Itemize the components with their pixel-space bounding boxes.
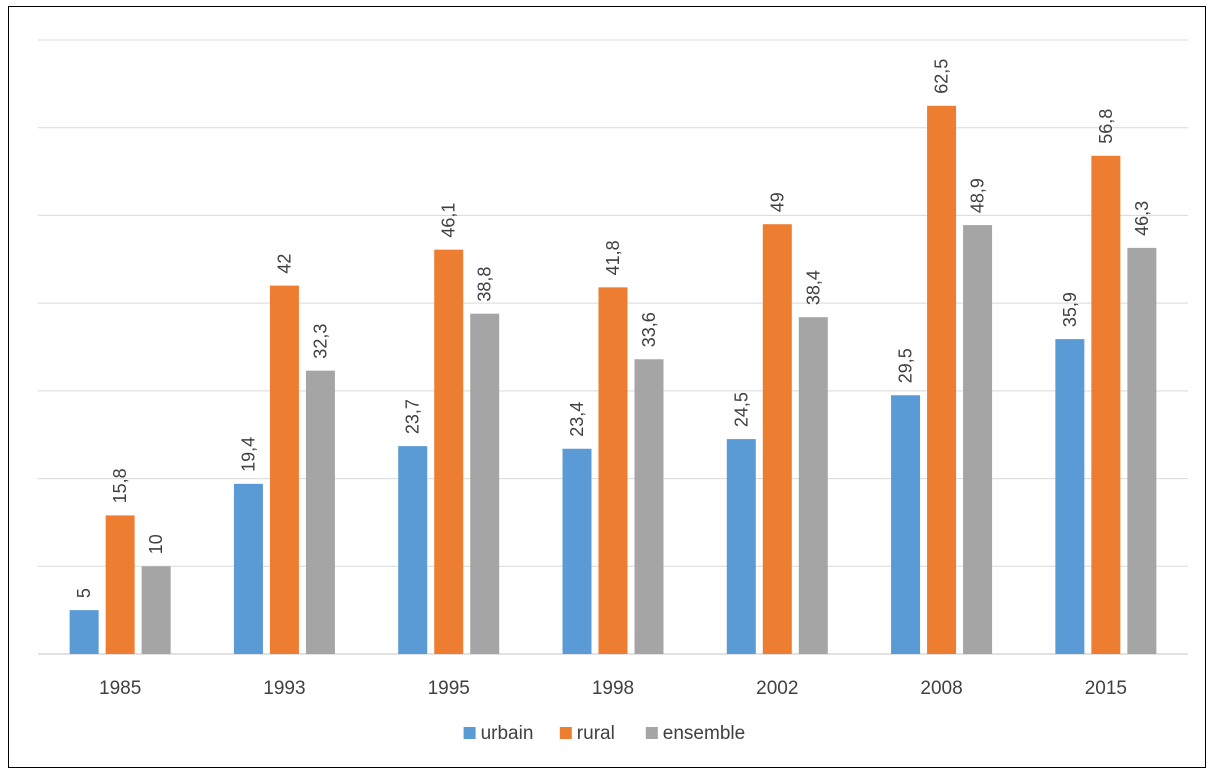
bar-urbain-2015 — [1055, 339, 1085, 654]
legend-label-urbain: urbain — [481, 723, 534, 744]
legend-label-ensemble: ensemble — [663, 723, 745, 744]
bar-rural-1998 — [598, 287, 628, 654]
bar-ensemble-2002 — [798, 317, 828, 654]
bar-rural-1995 — [434, 249, 464, 654]
x-tick-label: 1995 — [428, 678, 470, 699]
bar-ensemble-1995 — [470, 313, 500, 654]
x-tick-label: 2002 — [756, 678, 798, 699]
x-tick-label: 1985 — [99, 678, 141, 699]
data-label: 56,8 — [1096, 109, 1116, 144]
data-label: 35,9 — [1060, 292, 1080, 327]
data-label: 29,5 — [896, 348, 916, 383]
data-label: 24,5 — [731, 392, 751, 427]
bar-ensemble-1985 — [141, 566, 171, 654]
bar-ensemble-2008 — [963, 225, 993, 654]
bar-ensemble-1993 — [305, 370, 335, 654]
data-label: 5 — [74, 588, 94, 598]
legend-swatch-ensemble — [645, 727, 658, 739]
bar-rural-1985 — [105, 515, 135, 654]
bar-urbain-1998 — [562, 448, 592, 654]
data-label: 46,1 — [439, 203, 459, 238]
data-label: 49 — [767, 192, 787, 212]
data-label: 10 — [146, 534, 166, 554]
data-label: 19,4 — [238, 437, 258, 472]
legend-swatch-rural — [559, 727, 572, 739]
bar-rural-2002 — [762, 224, 792, 654]
bar-rural-2015 — [1091, 155, 1121, 655]
bar-urbain-1995 — [398, 446, 428, 654]
bar-urbain-2002 — [726, 439, 756, 654]
data-label: 15,8 — [110, 468, 130, 503]
x-tick-label: 2015 — [1085, 678, 1127, 699]
data-label: 38,4 — [803, 270, 823, 305]
x-tick-label: 1993 — [263, 678, 305, 699]
data-label: 62,5 — [932, 59, 952, 94]
bar-ensemble-2015 — [1127, 247, 1157, 654]
data-label: 41,8 — [603, 240, 623, 275]
data-label: 33,6 — [639, 312, 659, 347]
data-label: 23,4 — [567, 402, 587, 437]
bar-ensemble-1998 — [634, 359, 664, 654]
data-label: 48,9 — [968, 178, 988, 213]
data-label: 38,8 — [475, 267, 495, 302]
bar-rural-1993 — [269, 285, 299, 654]
bar-urbain-1985 — [69, 610, 99, 654]
bar-urbain-1993 — [233, 483, 263, 654]
legend-swatch-urbain — [463, 727, 476, 739]
data-label: 46,3 — [1132, 201, 1152, 236]
bar-rural-2008 — [927, 105, 957, 655]
x-tick-label: 2008 — [920, 678, 962, 699]
data-label: 23,7 — [403, 399, 423, 434]
bar-urbain-2008 — [891, 395, 921, 654]
x-tick-label: 1998 — [592, 678, 634, 699]
data-label: 42 — [274, 254, 294, 274]
legend-label-rural: rural — [577, 723, 615, 744]
data-label: 32,3 — [310, 324, 330, 359]
